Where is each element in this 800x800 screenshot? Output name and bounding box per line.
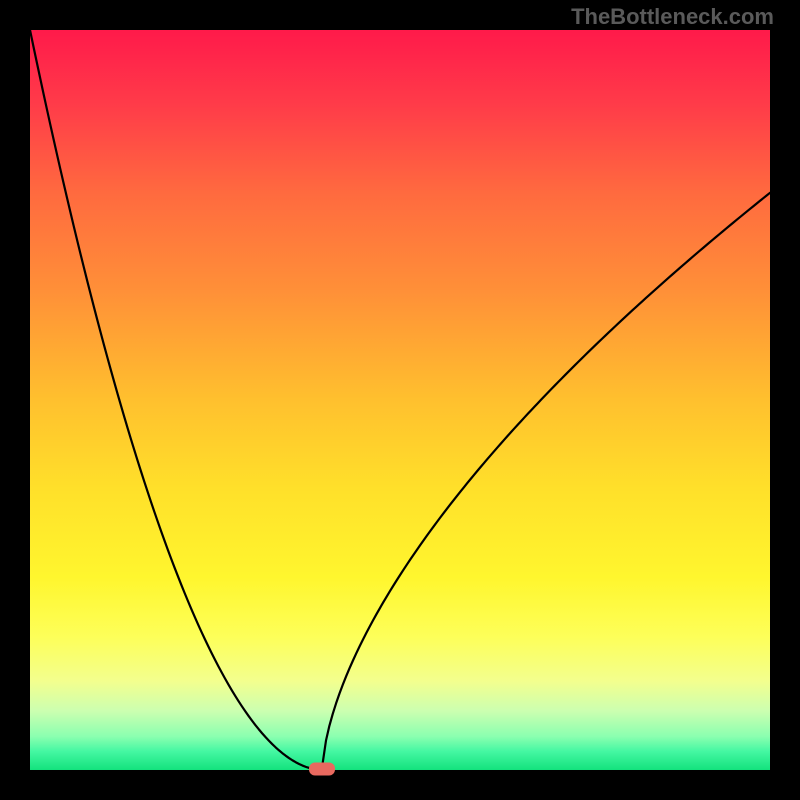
- chart-frame: TheBottleneck.com: [0, 0, 800, 800]
- bottleneck-curve: [30, 30, 770, 770]
- plot-area: [30, 30, 770, 770]
- optimum-marker: [309, 763, 335, 776]
- watermark-text: TheBottleneck.com: [571, 4, 774, 30]
